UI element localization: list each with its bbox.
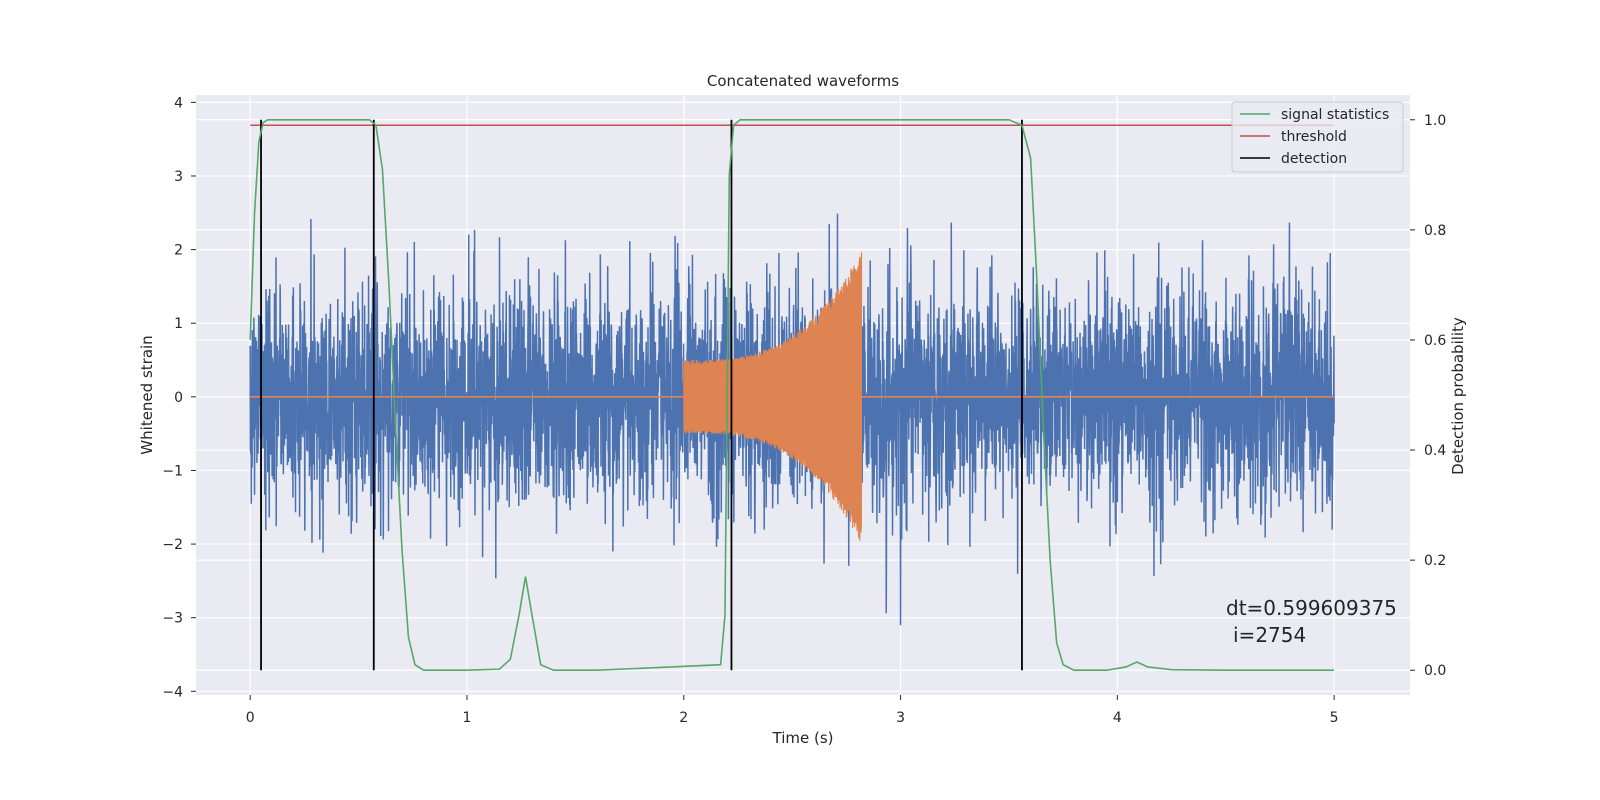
x-axis: 0 1 2 3 4 5 (246, 695, 1339, 726)
annotation-dt: dt=0.599609375 (1226, 596, 1397, 620)
y-left-tick-label: 1 (174, 316, 183, 332)
x-tick-label: 0 (246, 710, 255, 726)
plot-content (249, 118, 1335, 672)
y-left-tick-label: 2 (174, 243, 183, 259)
detection-lines (260, 119, 1023, 671)
legend-label-signal-statistics: signal statistics (1281, 107, 1389, 123)
x-tick-label: 5 (1330, 710, 1339, 726)
y-axis-right: 0.0 0.2 0.4 0.6 0.8 1.0 (1410, 113, 1446, 679)
y-left-tick-label: −4 (162, 684, 183, 700)
y-right-tick-label: 0.6 (1424, 333, 1446, 349)
y-left-tick-label: −1 (162, 463, 183, 479)
injected-waveform-line (683, 252, 863, 541)
x-tick-label: 3 (896, 710, 905, 726)
y-right-tick-label: 0.4 (1424, 443, 1446, 459)
legend-label-threshold: threshold (1281, 129, 1347, 145)
y-right-tick-label: 0.0 (1424, 663, 1446, 679)
y-left-tick-label: −3 (162, 611, 183, 627)
y-left-tick-label: 0 (174, 390, 183, 406)
y-axis-right-label: Detection probability (1449, 317, 1467, 475)
x-tick-label: 1 (463, 710, 472, 726)
signal-statistics-line (249, 118, 1335, 672)
y-right-tick-label: 0.2 (1424, 553, 1446, 569)
legend: signal statistics threshold detection (1231, 101, 1404, 173)
x-tick-label: 2 (679, 710, 688, 726)
x-axis-label: Time (s) (772, 729, 834, 747)
annotation-i: i=2754 (1233, 623, 1306, 647)
chart-title: Concatenated waveforms (707, 72, 899, 90)
y-left-tick-label: 4 (174, 95, 183, 111)
y-right-tick-label: 0.8 (1424, 223, 1446, 239)
y-left-tick-label: −2 (162, 537, 183, 553)
y-left-tick-label: 3 (174, 169, 183, 185)
y-axis-left-label: Whitened strain (138, 335, 156, 454)
legend-label-detection: detection (1281, 151, 1347, 167)
x-tick-label: 4 (1113, 710, 1122, 726)
y-right-tick-label: 1.0 (1424, 113, 1446, 129)
y-axis-left: −4 −3 −2 −1 0 1 2 3 4 (162, 95, 196, 700)
